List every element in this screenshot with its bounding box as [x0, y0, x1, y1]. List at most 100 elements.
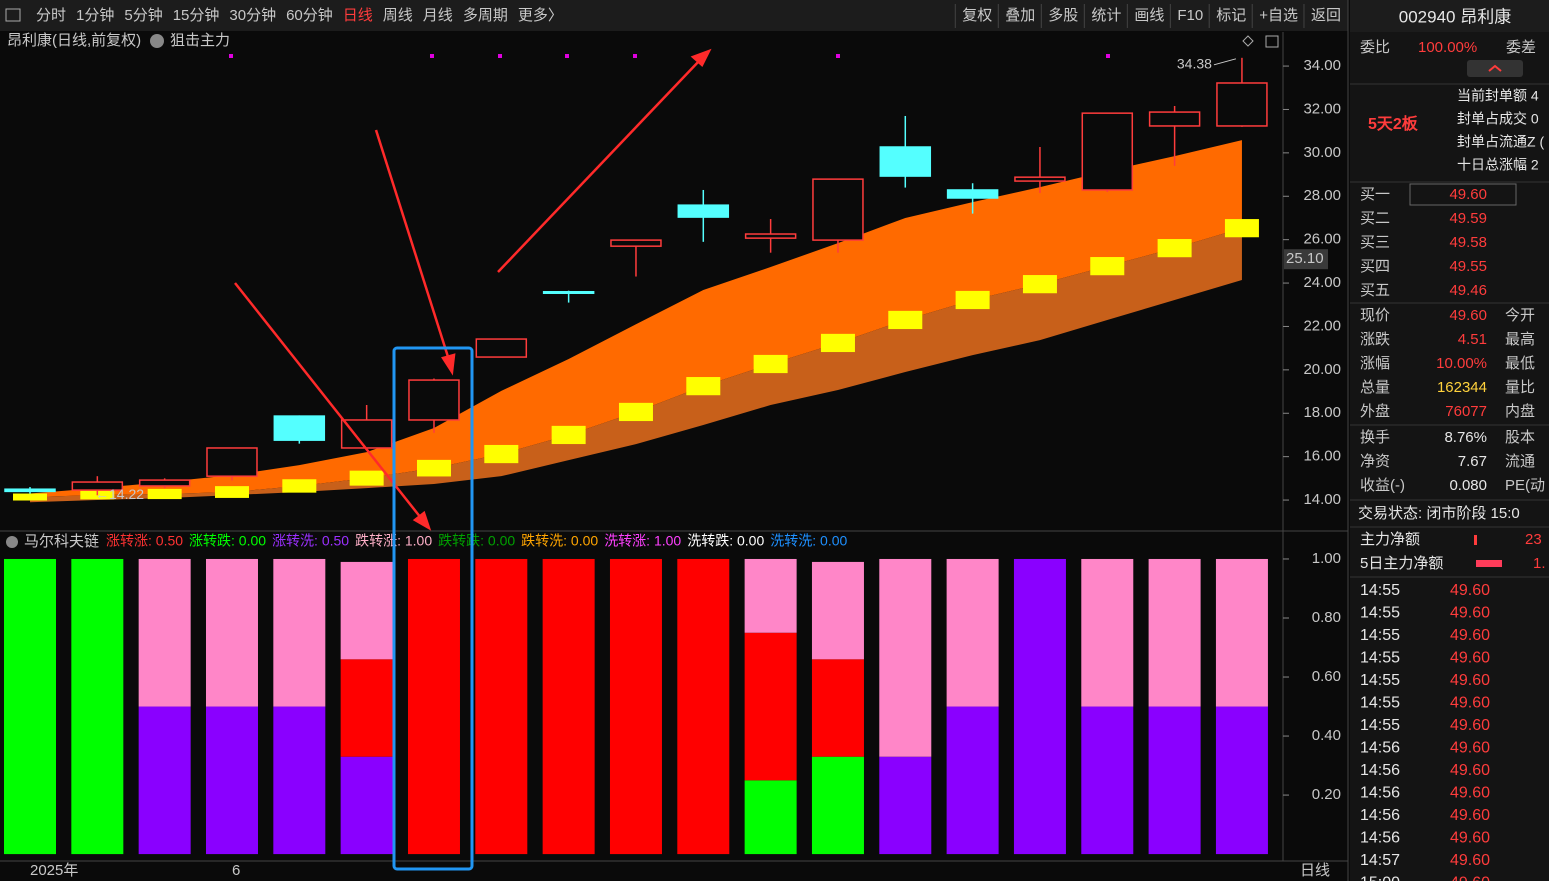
legend-item: 洗转跌: 0.00 [687, 533, 764, 549]
candle-body [206, 447, 258, 477]
tool-icon[interactable] [1265, 35, 1279, 48]
tick-price: 49.60 [1450, 695, 1490, 712]
mid-marker [1090, 257, 1125, 276]
candle-body [4, 488, 56, 493]
flow-label: 主力净额 [1360, 531, 1420, 548]
bar-segment [1215, 558, 1268, 707]
toolbar-item[interactable]: 周线 [383, 7, 413, 24]
mid-marker [1157, 239, 1192, 258]
indicator-icon[interactable] [150, 34, 164, 48]
tick-price: 49.60 [1450, 672, 1490, 689]
collapse-icon [1488, 64, 1502, 72]
annotation-pointer [1213, 58, 1237, 66]
y-tick-label: 32.00 [1303, 100, 1341, 117]
bar-segment [407, 558, 460, 855]
mid-marker [753, 354, 788, 374]
toolbar [0, 0, 1348, 31]
seal-row: 当前封单额 4 [1457, 88, 1539, 104]
candle-body [812, 178, 864, 241]
stat-value: 76077 [1445, 403, 1487, 420]
stat-label: 最低 [1505, 355, 1535, 372]
tick-time: 14:56 [1360, 785, 1400, 802]
toolbar-item[interactable]: 标记 [1216, 7, 1246, 24]
stat-label: 外盘 [1360, 402, 1390, 420]
candle-body [408, 379, 460, 421]
price-tag: 25.10 [1286, 250, 1324, 267]
collapse-button[interactable] [1467, 60, 1523, 77]
tick-price: 49.60 [1450, 627, 1490, 644]
bar-segment [1148, 558, 1201, 707]
y-tick-label: 0.80 [1312, 609, 1341, 626]
y-tick-label: 26.00 [1303, 231, 1341, 248]
bar-segment [542, 558, 595, 855]
stat-value: 8.76% [1444, 429, 1487, 446]
trade-status: 交易状态: 闭市阶段 15:0 [1358, 504, 1520, 522]
bar-segment [879, 558, 932, 757]
indicator-name[interactable]: 狙击主力 [170, 32, 230, 49]
period-label[interactable]: 日线 [1300, 862, 1330, 879]
toolbar-item[interactable]: 统计 [1091, 7, 1121, 24]
bar-segment [340, 659, 393, 757]
toolbar-icon[interactable] [5, 8, 21, 22]
tick-price: 49.60 [1450, 807, 1490, 824]
flow-value: 23 [1525, 531, 1542, 548]
bid-price: 49.59 [1449, 210, 1487, 227]
tick-time: 14:55 [1360, 605, 1400, 622]
bid-label: 买一 [1360, 186, 1390, 203]
candle-body [1014, 176, 1066, 182]
toolbar-item[interactable]: 分时 [36, 7, 66, 24]
bar-segment [946, 558, 999, 707]
y-tick-label: 0.20 [1312, 786, 1341, 803]
tick-time: 14:55 [1360, 717, 1400, 734]
bar-segment [205, 558, 258, 707]
candle-body [1081, 112, 1134, 191]
tool-icon[interactable] [1242, 35, 1254, 47]
tick-price: 49.60 [1450, 582, 1490, 599]
toolbar-item[interactable]: 多周期 [463, 7, 508, 24]
toolbar-item[interactable]: 画线 [1134, 7, 1164, 24]
toolbar-item[interactable]: 叠加 [1005, 7, 1035, 24]
toolbar-item[interactable]: 60分钟 [286, 7, 333, 24]
toolbar-item[interactable]: 5分钟 [124, 7, 162, 24]
y-tick-label: 14.00 [1303, 491, 1341, 508]
y-tick-label: 1.00 [1312, 550, 1341, 567]
stat-value: 4.51 [1458, 331, 1487, 348]
candle-body [475, 338, 528, 358]
toolbar-item[interactable]: 15分钟 [173, 7, 220, 24]
stat-value: 7.67 [1458, 453, 1487, 470]
toolbar-item[interactable]: 复权 [962, 6, 992, 24]
toolbar-item[interactable]: 多股 [1048, 7, 1078, 24]
tick-time: 14:56 [1360, 740, 1400, 757]
toolbar-item[interactable]: +自选 [1259, 7, 1298, 24]
bar-segment [744, 558, 797, 633]
toolbar-item[interactable]: 日线 [343, 7, 373, 24]
stat-label: 今开 [1505, 307, 1535, 324]
tick-price: 49.60 [1450, 875, 1490, 881]
toolbar-item[interactable]: 月线 [423, 7, 453, 24]
toolbar-item[interactable]: 30分钟 [229, 7, 276, 24]
stat-value: 162344 [1437, 379, 1487, 396]
mid-marker [1022, 275, 1057, 294]
tick-time: 14:57 [1360, 852, 1400, 869]
stat-label: 涨跌 [1360, 331, 1390, 348]
bar-segment [1081, 706, 1134, 855]
legend-item: 洗转涨: 1.00 [604, 533, 681, 549]
flow-label: 5日主力净额 [1360, 555, 1443, 572]
bar-segment [205, 706, 258, 855]
toolbar-item[interactable]: 返回 [1311, 7, 1341, 24]
toolbar-item[interactable]: 更多〉 [518, 7, 563, 24]
toolbar-item[interactable]: 1分钟 [76, 7, 114, 24]
legend-item: 跌转洗: 0.00 [521, 533, 598, 549]
bid-label: 买二 [1360, 210, 1390, 227]
bid-label: 买五 [1360, 282, 1390, 299]
y-tick-label: 16.00 [1303, 448, 1341, 465]
stat-value: 49.60 [1449, 307, 1487, 324]
y-tick-label: 28.00 [1303, 187, 1341, 204]
tick-price: 49.60 [1450, 762, 1490, 779]
y-tick-label: 30.00 [1303, 144, 1341, 161]
y-tick-label: 22.00 [1303, 317, 1341, 334]
indicator-icon[interactable] [6, 536, 18, 548]
toolbar-item[interactable]: F10 [1177, 7, 1203, 24]
